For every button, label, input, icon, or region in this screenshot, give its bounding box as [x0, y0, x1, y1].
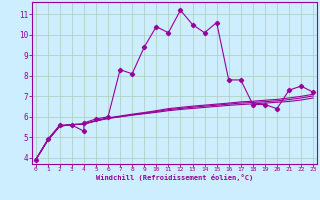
- X-axis label: Windchill (Refroidissement éolien,°C): Windchill (Refroidissement éolien,°C): [96, 174, 253, 181]
